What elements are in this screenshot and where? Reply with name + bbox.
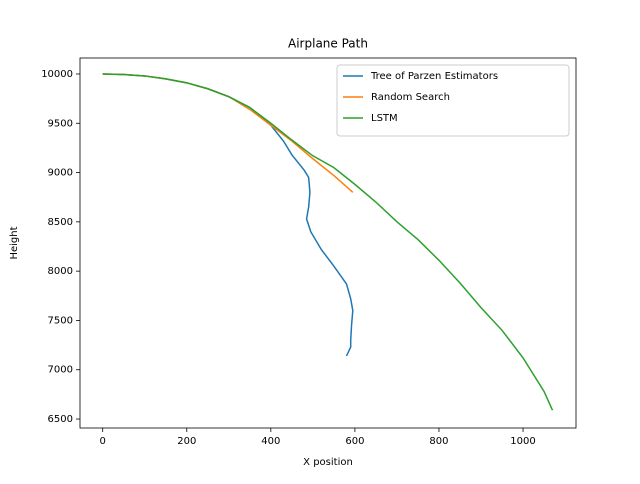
x-tick-label: 400 <box>261 436 280 447</box>
chart-title: Airplane Path <box>288 37 368 51</box>
series-line <box>102 73 554 411</box>
legend-label: LSTM <box>371 113 398 124</box>
plot-frame <box>79 57 577 429</box>
y-tick-label: 8000 <box>48 266 73 277</box>
y-tick-label: 10000 <box>41 69 73 80</box>
x-tick-label: 600 <box>345 436 364 447</box>
legend-box <box>336 64 570 137</box>
y-axis-label: Height <box>9 226 20 259</box>
y-tick-label: 6500 <box>48 414 73 425</box>
legend-label: Random Search <box>371 92 450 103</box>
x-axis-label: X position <box>303 457 353 468</box>
y-tick-label: 9000 <box>48 168 73 179</box>
x-tick-label: 0 <box>100 436 106 447</box>
y-tick-label: 8500 <box>48 217 73 228</box>
y-tick-label: 9500 <box>48 118 73 129</box>
x-tick-label: 1000 <box>510 436 535 447</box>
legend-label: Tree of Parzen Estimators <box>370 71 498 82</box>
x-tick-label: 200 <box>177 436 196 447</box>
y-tick-label: 7500 <box>48 315 73 326</box>
y-tick-label: 7000 <box>48 365 73 376</box>
x-tick-label: 800 <box>429 436 448 447</box>
